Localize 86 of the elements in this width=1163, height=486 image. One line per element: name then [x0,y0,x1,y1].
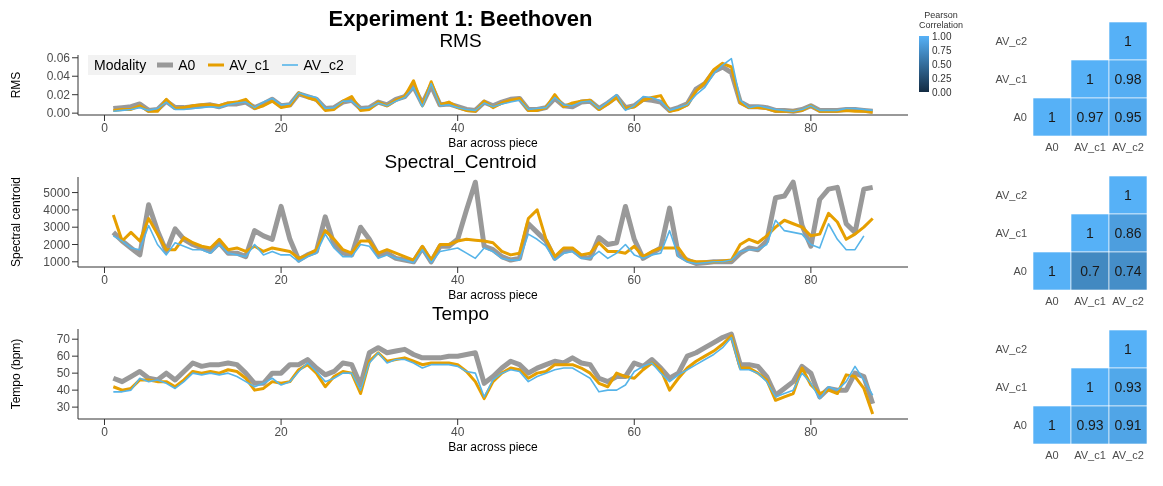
line-series [112,219,865,265]
y-tick-label: A0 [1013,111,1027,123]
x-tick-label: 40 [451,120,465,135]
y-tick-label: 2000 [43,237,71,252]
line-series [112,336,874,400]
x-tick-label: AV_c1 [1074,141,1106,153]
x-tick-label: AV_c2 [1112,141,1144,153]
data-label: 1 [1048,417,1057,433]
x-tick-label: 60 [627,272,642,287]
data-label: 0.95 [1114,109,1142,125]
x-tick-label: 60 [627,424,642,439]
y-axis-title: Tempo (bpm) [9,338,24,410]
y-tick-label: 0.00 [46,106,71,121]
color-bar-label: 0.75 [932,44,952,56]
legend-label: AV_c1 [229,57,270,73]
data-label: 0.91 [1114,417,1142,433]
x-tick-label: 80 [804,272,818,287]
y-tick-label: AV_c2 [995,35,1027,47]
y-tick-label: 0.06 [46,51,71,66]
x-tick-label: 80 [804,120,818,135]
legend-label: AV_c2 [303,57,344,73]
line-series [111,208,875,264]
y-tick-label: 50 [56,366,71,381]
y-tick-label: 30 [56,400,71,415]
x-tick-label: AV_c1 [1074,449,1106,461]
x-tick-label: 20 [274,272,289,287]
x-tick-label: A0 [1045,141,1059,153]
data-label: 1 [1086,379,1095,395]
x-tick-label: 20 [274,424,289,439]
color-bar-label: 0.25 [932,72,952,84]
legend-label: A0 [178,57,196,73]
x-tick-label: 20 [274,120,289,135]
x-axis-title: Bar across piece [448,288,539,302]
x-tick-label: AV_c1 [1074,295,1106,307]
data-label: 0.97 [1076,109,1104,125]
y-axis-title: Spectral centroid [9,176,24,268]
legend-title: Modality [94,57,147,73]
data-label: 1 [1086,71,1095,87]
y-tick-label: 70 [56,332,71,347]
x-tick-label: 40 [451,424,465,439]
x-tick-label: A0 [1045,295,1059,307]
x-tick-label: 0 [101,272,109,287]
y-tick-label: AV_c2 [995,343,1027,355]
data-label: 1 [1048,109,1057,125]
y-tick-label: 3000 [43,220,71,235]
data-label: 0.98 [1114,71,1142,87]
data-label: 1 [1124,187,1133,203]
data-label: 1 [1086,225,1095,241]
y-tick-label: 1000 [43,255,71,270]
color-bar-label: 0.50 [932,58,952,70]
x-tick-label: 60 [627,120,642,135]
color-bar-label: 0.00 [932,86,952,98]
data-label: 1 [1124,33,1133,49]
y-tick-label: AV_c1 [995,73,1027,85]
y-axis-title: RMS [9,71,24,99]
data-label: 1 [1124,341,1133,357]
y-tick-label: 4000 [43,203,71,218]
data-label: 0.74 [1114,263,1142,279]
color-bar-title: Pearson Correlation [918,10,964,30]
x-tick-label: 0 [101,424,109,439]
chart-title: Tempo [431,303,490,325]
y-tick-label: AV_c2 [995,189,1027,201]
y-tick-label: 40 [56,383,71,398]
chart-title: Experiment 1: Beethoven [327,6,594,31]
chart-title: Spectral_Centroid [383,151,538,173]
y-tick-label: 60 [56,349,71,364]
y-tick-label: AV_c1 [995,381,1027,393]
x-tick-label: AV_c2 [1112,449,1144,461]
x-tick-label: AV_c2 [1112,295,1144,307]
y-tick-label: 0.02 [46,87,71,102]
x-axis-title: Bar across piece [448,440,539,454]
x-tick-label: A0 [1045,449,1059,461]
data-label: 0.7 [1080,263,1100,279]
data-label: 0.93 [1076,417,1104,433]
data-label: 0.86 [1114,225,1142,241]
x-axis-title: Bar across piece [448,136,539,150]
data-label: 0.93 [1114,379,1142,395]
data-label: 1 [1048,263,1057,279]
y-tick-label: 5000 [43,185,71,200]
chart-subtitle: RMS [439,30,483,51]
x-tick-label: 80 [804,424,818,439]
x-tick-label: 0 [101,120,109,135]
y-tick-label: 0.04 [46,69,71,84]
color-bar-label: 1.00 [932,30,952,42]
y-tick-label: AV_c1 [995,227,1027,239]
x-tick-label: 40 [451,272,465,287]
